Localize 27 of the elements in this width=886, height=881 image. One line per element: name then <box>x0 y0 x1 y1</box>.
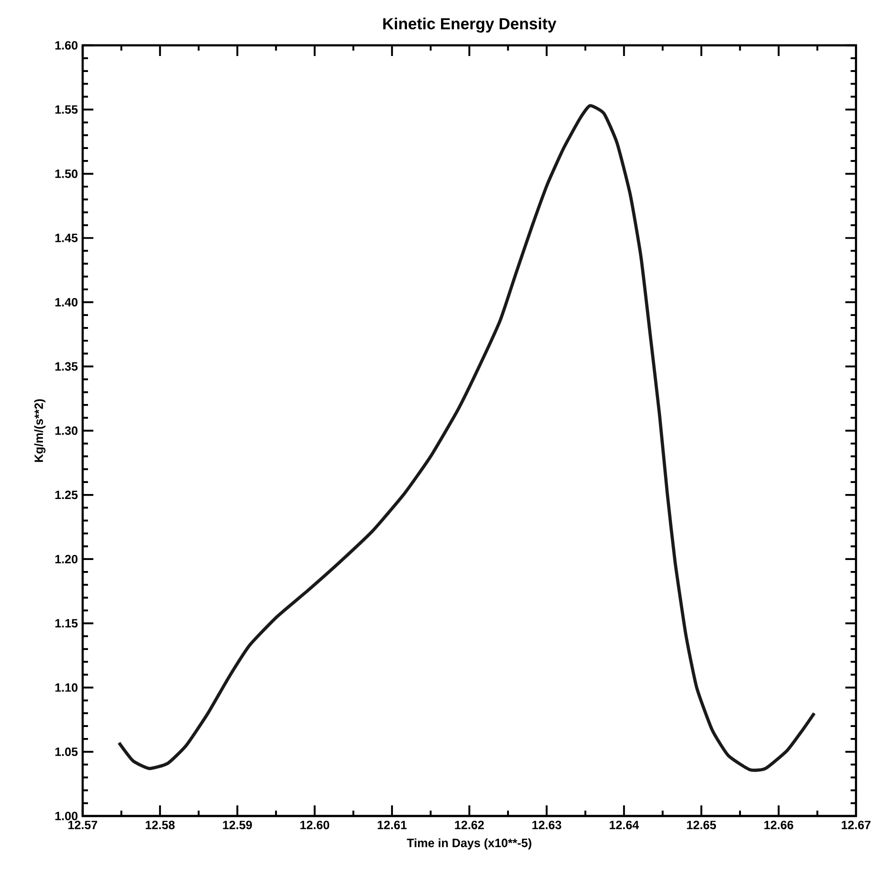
x-tick-label: 12.66 <box>764 820 794 830</box>
y-tick-label: 1.55 <box>55 105 78 114</box>
y-tick-label: 1.40 <box>55 298 78 306</box>
chart-title: Kinetic Energy Density <box>383 18 556 33</box>
y-tick-label: 1.45 <box>55 234 78 242</box>
x-tick-label: 12.60 <box>300 820 330 830</box>
x-tick-label: 12.58 <box>146 820 175 830</box>
x-tick-label: 12.59 <box>223 820 252 830</box>
x-tick-label: 12.63 <box>532 820 562 830</box>
x-tick-label: 12.61 <box>378 820 407 830</box>
y-tick-label: 1.00 <box>55 812 78 820</box>
x-tick-label: 12.57 <box>68 820 98 830</box>
y-tick-label: 1.05 <box>55 748 78 756</box>
y-tick-label: 1.30 <box>55 426 78 435</box>
y-tick-label: 1.10 <box>55 683 78 692</box>
y-axis-title: Kg/m/(s**2) <box>34 399 46 462</box>
y-tick-label: 1.35 <box>55 362 78 371</box>
y-tick-label: 1.50 <box>55 170 78 178</box>
y-tick-label: 1.15 <box>55 619 78 628</box>
x-axis-title: Time in Days (x10**-5) <box>406 838 532 850</box>
y-tick-label: 1.20 <box>55 554 78 564</box>
x-tick-label: 12.65 <box>687 820 716 830</box>
x-tick-label: 12.64 <box>610 820 639 830</box>
x-tick-label: 12.67 <box>842 820 870 830</box>
x-tick-label: 12.62 <box>455 820 484 830</box>
y-tick-label: 1.25 <box>55 490 78 500</box>
y-tick-label: 1.60 <box>55 41 78 50</box>
